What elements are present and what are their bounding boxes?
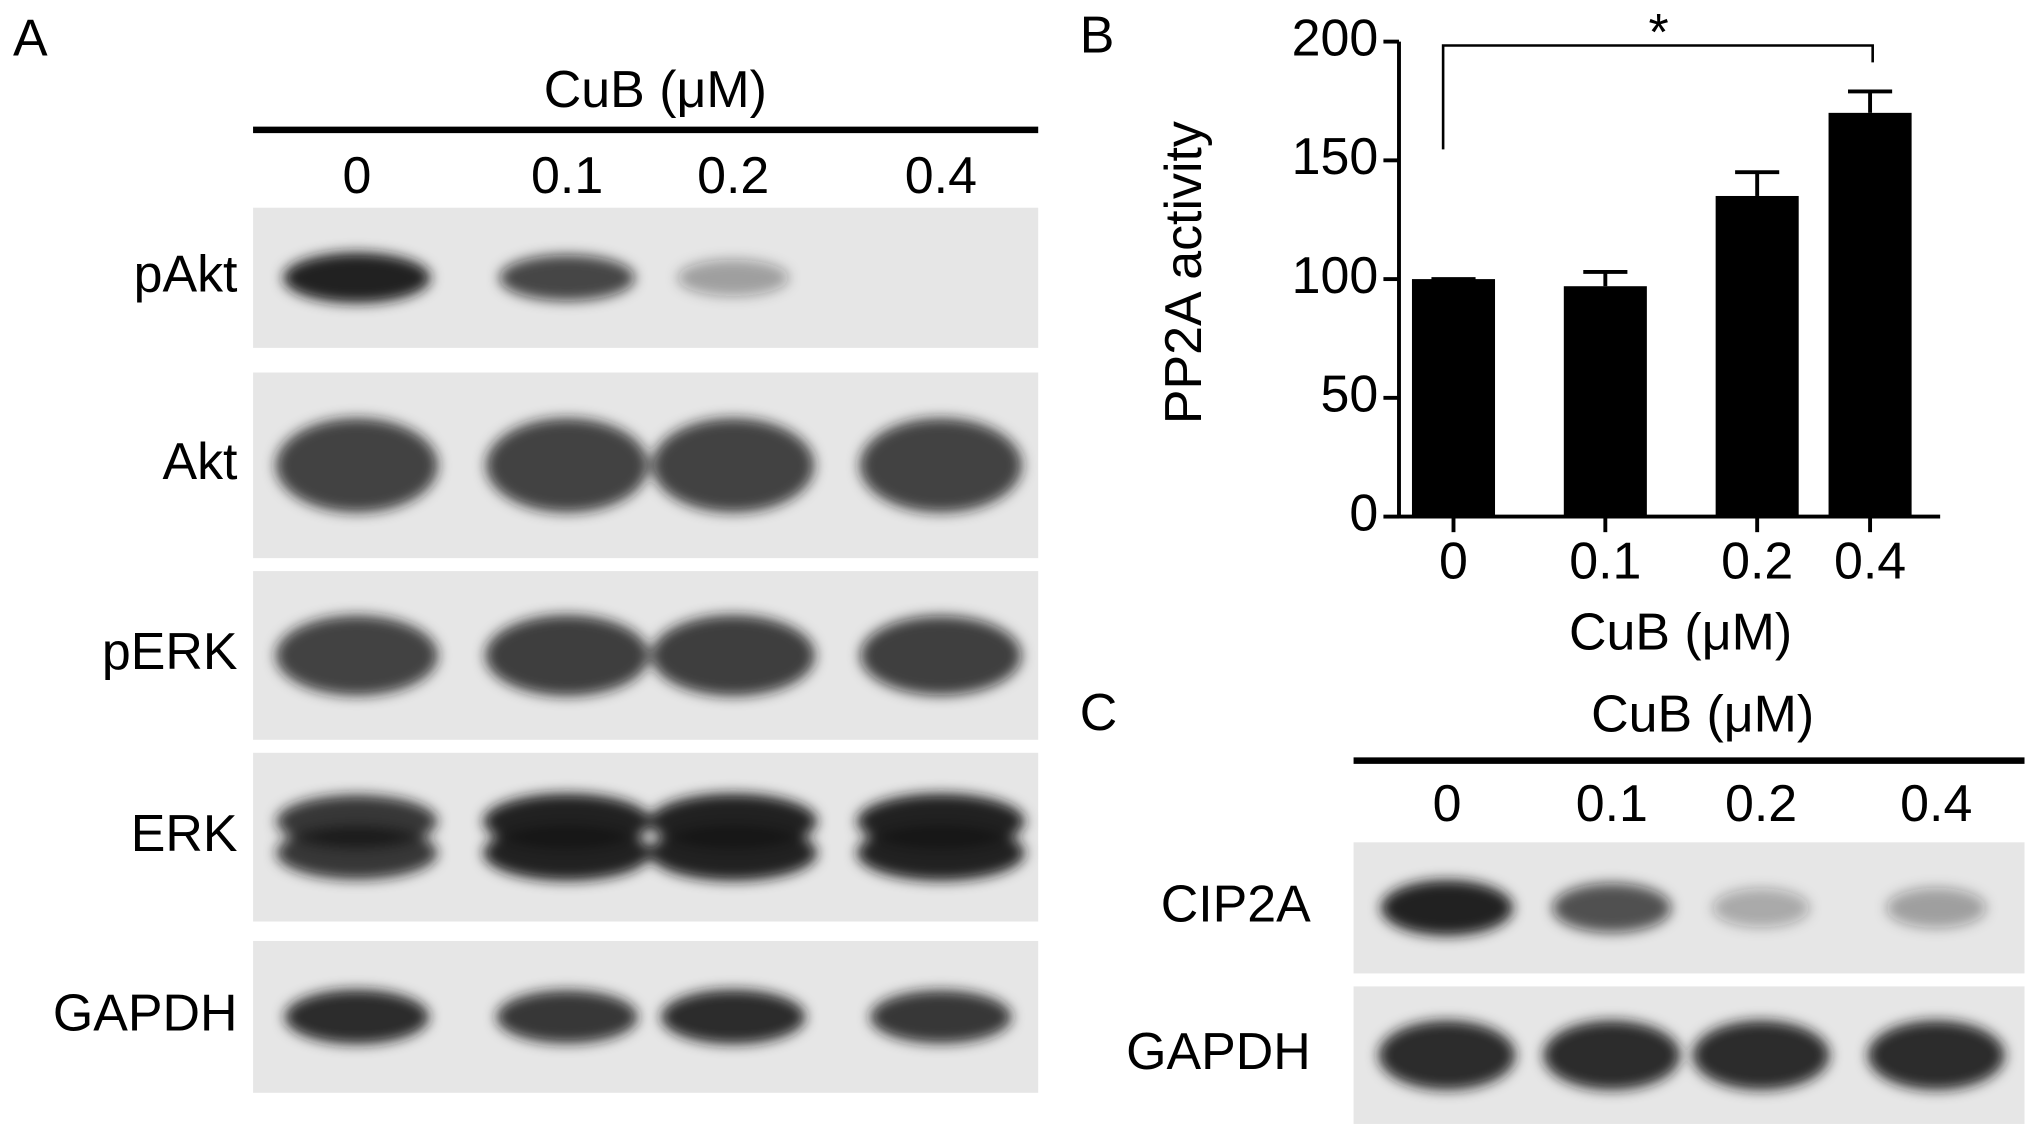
band <box>660 989 806 1045</box>
row-label: pERK <box>102 623 238 681</box>
panel-label: B <box>1080 7 1115 65</box>
row-label: pAkt <box>134 246 238 304</box>
panel-label: C <box>1080 684 1118 742</box>
bands <box>275 418 1023 513</box>
lane-label: 0.2 <box>1725 775 1797 833</box>
band <box>499 254 635 301</box>
band <box>1712 888 1810 928</box>
band <box>859 418 1023 513</box>
band <box>1692 1020 1830 1090</box>
band <box>496 990 638 1044</box>
bar <box>1828 112 1912 517</box>
lane-label: 0.2 <box>697 147 769 205</box>
lane-label: 0.4 <box>905 147 977 205</box>
band <box>860 615 1022 696</box>
significance-bracket <box>1441 44 1874 150</box>
y-tick-label: 50 <box>1320 366 1378 424</box>
band <box>1867 1020 2005 1090</box>
band <box>283 252 431 304</box>
band <box>1543 1020 1681 1090</box>
band <box>1380 879 1514 936</box>
band <box>275 615 439 696</box>
band <box>485 614 650 697</box>
bar <box>1563 286 1647 517</box>
error-bar <box>1583 270 1628 287</box>
error-bar <box>1848 89 1893 113</box>
x-tick-label: 0.4 <box>1834 532 1906 590</box>
band <box>649 824 818 881</box>
y-tick-label: 100 <box>1292 247 1379 305</box>
bar <box>1411 279 1496 517</box>
lane-label: 0 <box>342 147 371 205</box>
band <box>485 418 649 513</box>
row-label: ERK <box>131 805 238 863</box>
x-tick-label: 0 <box>1439 532 1468 590</box>
row-label: CIP2A <box>1161 876 1311 934</box>
band <box>276 826 438 880</box>
bands <box>275 614 1022 697</box>
bands <box>283 252 789 304</box>
y-tick-label: 150 <box>1292 128 1379 186</box>
band <box>677 259 789 297</box>
band <box>870 990 1012 1044</box>
lane-label: 0.1 <box>531 147 603 205</box>
band <box>275 418 439 513</box>
y-axis-label: PP2A activity <box>1155 121 1213 424</box>
y-tick-label: 200 <box>1292 9 1379 67</box>
band <box>651 614 816 697</box>
band <box>1552 883 1672 933</box>
x-tick-label: 0.2 <box>1721 532 1793 590</box>
blot-header: CuB (μM) <box>544 61 767 119</box>
blot-header: CuB (μM) <box>1591 685 1814 743</box>
lane-label: 0 <box>1433 775 1462 833</box>
panel-label: A <box>13 9 48 67</box>
band <box>1378 1020 1516 1090</box>
row-label: GAPDH <box>1126 1023 1311 1081</box>
band <box>856 824 1025 881</box>
bands <box>284 989 1012 1045</box>
bands <box>276 793 1025 881</box>
bands <box>1378 1020 2005 1090</box>
row-label: Akt <box>162 433 238 491</box>
x-tick-label: 0.1 <box>1569 532 1641 590</box>
y-tick-label: 0 <box>1349 484 1378 542</box>
error-bar <box>1735 170 1780 196</box>
x-axis-label: CuB (μM) <box>1569 604 1792 662</box>
band <box>483 824 652 881</box>
row-label: GAPDH <box>53 985 238 1043</box>
band <box>284 989 430 1045</box>
band <box>652 418 815 513</box>
lane-label: 0.4 <box>1900 775 1972 833</box>
bar <box>1715 195 1799 517</box>
lane-label: 0.1 <box>1576 775 1648 833</box>
band <box>1886 887 1987 929</box>
bands <box>1380 879 1987 936</box>
significance-mark: * <box>1648 4 1668 62</box>
